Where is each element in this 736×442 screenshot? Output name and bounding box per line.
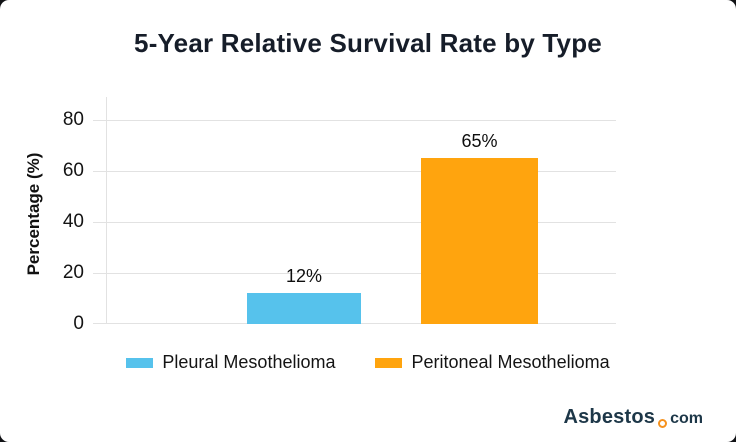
y-axis-tick-0: 0: [73, 313, 84, 334]
legend-item-peritoneal: Peritoneal Mesothelioma: [375, 352, 610, 373]
plot-area: 12% 65%: [93, 97, 616, 324]
legend-swatch-pleural-icon: [126, 357, 154, 368]
legend-item-pleural: Pleural Mesothelioma: [126, 352, 335, 373]
logo-dot-icon: [658, 419, 668, 428]
legend-label-peritoneal: Peritoneal Mesothelioma: [411, 352, 610, 372]
y-axis-tick-20: 20: [62, 262, 84, 283]
y-axis-tick-80: 80: [62, 109, 84, 130]
logo-suffix-text: com: [670, 410, 703, 427]
gridline-20: [93, 273, 616, 274]
logo-text: Asbestos: [563, 406, 656, 428]
y-axis-tick-40: 40: [62, 211, 84, 232]
bar-value-label-peritoneal: 65%: [461, 131, 498, 151]
legend-label-pleural: Pleural Mesothelioma: [162, 352, 336, 372]
y-axis-tick-60: 60: [62, 160, 84, 181]
legend: Pleural Mesothelioma Peritoneal Mesothel…: [0, 352, 736, 373]
bar-pleural-mesothelioma: [247, 293, 361, 324]
gridline-60: [93, 171, 616, 172]
bar-value-label-pleural: 12%: [285, 266, 323, 286]
legend-swatch-peritoneal-icon: [375, 357, 403, 368]
chart-title: 5-Year Relative Survival Rate by Type: [134, 28, 602, 58]
asbestos-com-logo: Asbestos com: [563, 406, 703, 429]
gridline-40: [93, 222, 616, 223]
bar-peritoneal-mesothelioma: [421, 158, 538, 324]
gridline-80: [93, 120, 616, 121]
